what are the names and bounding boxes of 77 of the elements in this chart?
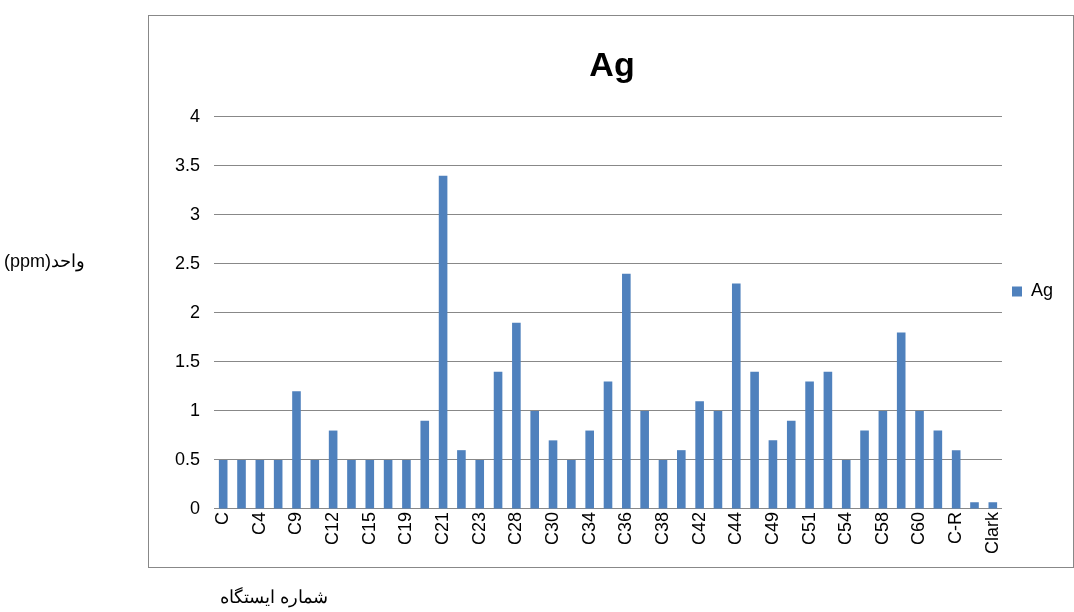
bar: [402, 459, 411, 509]
y-tick-label: 3.5: [174, 154, 201, 175]
bar: [933, 430, 943, 509]
bar: [768, 440, 778, 509]
bar: [292, 391, 301, 509]
x-tick-label: C44: [725, 512, 746, 546]
y-tick-label: 2.5: [174, 252, 201, 273]
bar: [713, 410, 723, 509]
x-tick-label: C: [212, 512, 233, 525]
bar: [475, 459, 485, 509]
x-tick-label: C19: [395, 512, 416, 546]
bar: [237, 459, 246, 509]
x-tick-label: C23: [468, 512, 489, 546]
bar: [915, 410, 924, 509]
bar: [823, 371, 833, 509]
bar: [457, 450, 466, 509]
y-tick-label: 1: [190, 399, 201, 420]
bar: [585, 430, 594, 509]
x-tick-label: C34: [578, 512, 599, 546]
bar: [273, 459, 283, 509]
bar: [841, 459, 851, 509]
y-axis-title: واحد(ppm): [4, 250, 86, 272]
bar: [512, 322, 521, 509]
x-tick-label: C28: [505, 512, 526, 546]
bar: [383, 459, 393, 509]
x-tick-label: C60: [908, 512, 929, 546]
bar: [677, 450, 686, 509]
x-tick-label: C38: [651, 512, 672, 546]
bar: [951, 450, 961, 509]
bar: [731, 283, 741, 509]
bar: [218, 459, 228, 509]
x-tick-label: C-R: [945, 512, 966, 544]
y-tick-label: 0: [190, 497, 201, 518]
x-tick-label: C30: [542, 512, 562, 546]
y-tick-label: 0.5: [174, 448, 201, 469]
bar: [310, 459, 320, 509]
chart-title: Ag: [589, 44, 635, 83]
y-tick-label: 3: [190, 203, 201, 224]
x-tick-label: C42: [688, 512, 709, 546]
x-tick-label: C58: [871, 512, 892, 546]
x-tick-label: C51: [798, 512, 819, 546]
bar: [493, 371, 503, 509]
bar: [603, 381, 613, 509]
bar: [860, 430, 869, 509]
y-tick-label: 1.5: [174, 350, 201, 371]
bar: [878, 410, 888, 509]
x-tick-label: C15: [358, 512, 379, 546]
x-tick-label: C12: [322, 512, 343, 546]
bar: [548, 440, 558, 509]
bar: [640, 410, 649, 509]
bar: [786, 420, 796, 509]
bar: [658, 459, 668, 509]
bar: [622, 273, 631, 509]
bar: [530, 410, 540, 509]
bar: [695, 401, 704, 509]
legend-label: Ag: [1030, 280, 1054, 301]
x-tick-label: C49: [761, 512, 782, 546]
x-tick-label: Clark: [981, 511, 1002, 555]
x-tick-label: C4: [248, 512, 269, 536]
x-tick-label: C21: [432, 512, 453, 546]
x-axis-title: شماره ایستگاه: [220, 586, 329, 608]
bar: [347, 459, 356, 509]
bar: [896, 332, 906, 509]
bar: [805, 381, 814, 509]
x-tick-label: C54: [835, 512, 856, 546]
bar: [420, 420, 430, 509]
y-tick-label: 2: [190, 301, 201, 322]
bar: [970, 502, 979, 509]
y-tick-label: 4: [190, 105, 201, 126]
bar: [365, 459, 375, 509]
x-tick-label: C9: [285, 512, 306, 536]
bar: [438, 175, 448, 509]
bar: [255, 459, 265, 509]
x-tick-label: C36: [615, 512, 636, 546]
bar: [750, 371, 759, 509]
bar: [567, 459, 576, 509]
bar: [328, 430, 338, 509]
